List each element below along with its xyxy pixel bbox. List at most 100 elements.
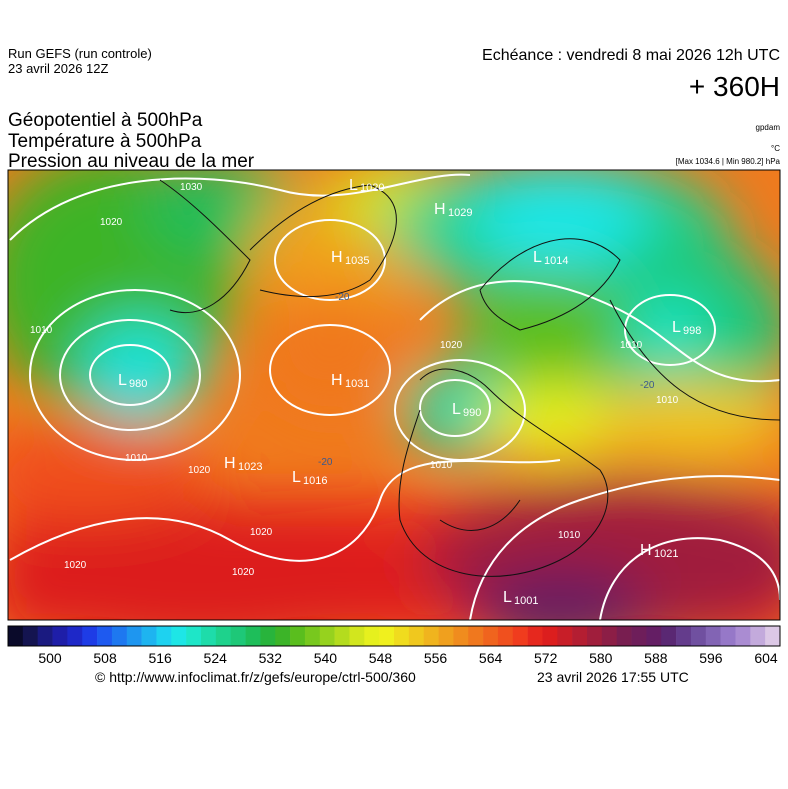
colorbar-cell — [616, 626, 632, 646]
center-value: 990 — [463, 407, 481, 419]
colorbar-cell — [394, 626, 410, 646]
colorbar-cell — [557, 626, 573, 646]
colorbar-cell — [290, 626, 306, 646]
center-letter: H — [331, 372, 343, 389]
colorbar-cell — [215, 626, 231, 646]
colorbar-tick-label: 588 — [644, 650, 668, 666]
colorbar-cell — [126, 626, 142, 646]
colorbar-cell — [720, 626, 736, 646]
colorbar-cell — [646, 626, 662, 646]
center-letter: L — [292, 469, 301, 486]
colorbar-cell — [512, 626, 528, 646]
colorbar-cell — [453, 626, 469, 646]
colorbar-tick-label: 540 — [314, 650, 338, 666]
center-value: 1029 — [448, 207, 472, 219]
colorbar-cell — [260, 626, 276, 646]
colorbar-tick-label: 524 — [204, 650, 228, 666]
colorbar: 500 508 516 524 532 540 548 556 564 572 580 588 596 6… — [7, 625, 781, 666]
center-value: 980 — [129, 378, 147, 390]
isobar-label: 1010 — [558, 530, 581, 541]
colorbar-tick-label: 508 — [93, 650, 117, 666]
center-value: 1031 — [345, 378, 369, 390]
colorbar-cell — [379, 626, 395, 646]
colorbar-cell — [542, 626, 558, 646]
colorbar-cell — [245, 626, 261, 646]
colorbar-tick-label: 564 — [479, 650, 503, 666]
colorbar-cell — [230, 626, 246, 646]
run-label: Run GEFS (run controle) — [8, 46, 152, 61]
colorbar-cell — [438, 626, 454, 646]
isobar-label: 1020 — [440, 340, 463, 351]
center-letter: H — [331, 249, 343, 266]
generated-time: 23 avril 2026 17:55 UTC — [537, 669, 689, 685]
temp-label: -20 — [318, 457, 333, 468]
colorbar-cell — [334, 626, 350, 646]
colorbar-cell — [82, 626, 98, 646]
isobar-label: 1010 — [620, 340, 643, 351]
colorbar-cell — [37, 626, 53, 646]
isobar-label: 1010 — [125, 453, 148, 464]
valid-time: Echéance : vendredi 8 mai 2026 12h UTC — [482, 47, 780, 64]
colorbar-cell — [483, 626, 499, 646]
isobar-label: 1030 — [180, 182, 203, 193]
center-letter: H — [640, 542, 652, 559]
colorbar-cell — [111, 626, 128, 646]
field-title: Géopotentiel à 500hPa — [8, 110, 203, 131]
temp-label: -20 — [335, 292, 350, 303]
isobar-label: 1020 — [250, 527, 273, 538]
colorbar-cell — [423, 626, 439, 646]
colorbar-frame — [7, 625, 781, 647]
center-value: 1021 — [654, 548, 678, 560]
colorbar-cell — [690, 626, 707, 646]
center-value: 1001 — [514, 595, 538, 607]
colorbar-cell — [468, 626, 484, 646]
colorbar-cell — [8, 626, 24, 646]
colorbar-cell — [171, 626, 187, 646]
field-title: Pression au niveau de la mer — [8, 151, 255, 172]
center-value: 1016 — [303, 475, 327, 487]
isobar-label: 1020 — [232, 567, 255, 578]
isobar-label: 1020 — [64, 560, 87, 571]
colorbar-cell — [587, 626, 603, 646]
center-letter: L — [503, 589, 512, 606]
colorbar-cell — [765, 626, 781, 646]
center-value: 1020 — [360, 182, 384, 194]
colorbar-cell — [156, 626, 172, 646]
colorbar-cell — [141, 626, 157, 646]
colorbar-cell — [52, 626, 68, 646]
unit-label: °C — [771, 144, 780, 153]
colorbar-cell — [750, 626, 766, 646]
isobar-labels: 1030 1020 1010 1020 1010 1010 1010 1020 … — [30, 182, 679, 578]
colorbar-tick-label: 572 — [534, 650, 558, 666]
colorbar-cell — [349, 626, 365, 646]
map: L 1020 H 1029 L 1014 H 1035 L 998 L 980 H 1031 … — [8, 170, 780, 620]
colorbar-cell — [735, 626, 751, 646]
colorbar-tick-label: 516 — [148, 650, 172, 666]
map-frame — [7, 169, 781, 621]
run-date: 23 avril 2026 12Z — [8, 61, 109, 76]
colorbar-cell — [22, 626, 38, 646]
colorbar-tick-label: 500 — [38, 650, 62, 666]
center-letter: L — [452, 401, 461, 418]
colorbar-cell — [319, 626, 335, 646]
colorbar-cell — [661, 626, 677, 646]
center-letter: L — [349, 177, 358, 194]
colorbar-cell — [364, 626, 380, 646]
colorbar-cell — [67, 626, 83, 646]
colorbar-cell — [631, 626, 647, 646]
isobars — [9, 173, 780, 620]
center-letter: H — [434, 201, 446, 218]
lead-time: + 360H — [689, 71, 780, 102]
source-credit: © http://www.infoclimat.fr/z/gefs/europe… — [95, 669, 416, 685]
center-value: 1014 — [544, 255, 568, 267]
isobar-label: 1010 — [656, 395, 679, 406]
colorbar-cell — [408, 626, 424, 646]
colorbar-cell — [186, 626, 202, 646]
colorbar-cell — [97, 626, 113, 646]
colorbar-cell — [676, 626, 692, 646]
colorbar-tick-label: 604 — [754, 650, 778, 666]
colorbar-tick-label: 556 — [424, 650, 448, 666]
colorbar-tick-label: 532 — [259, 650, 283, 666]
isobar-label: 1010 — [430, 460, 453, 471]
